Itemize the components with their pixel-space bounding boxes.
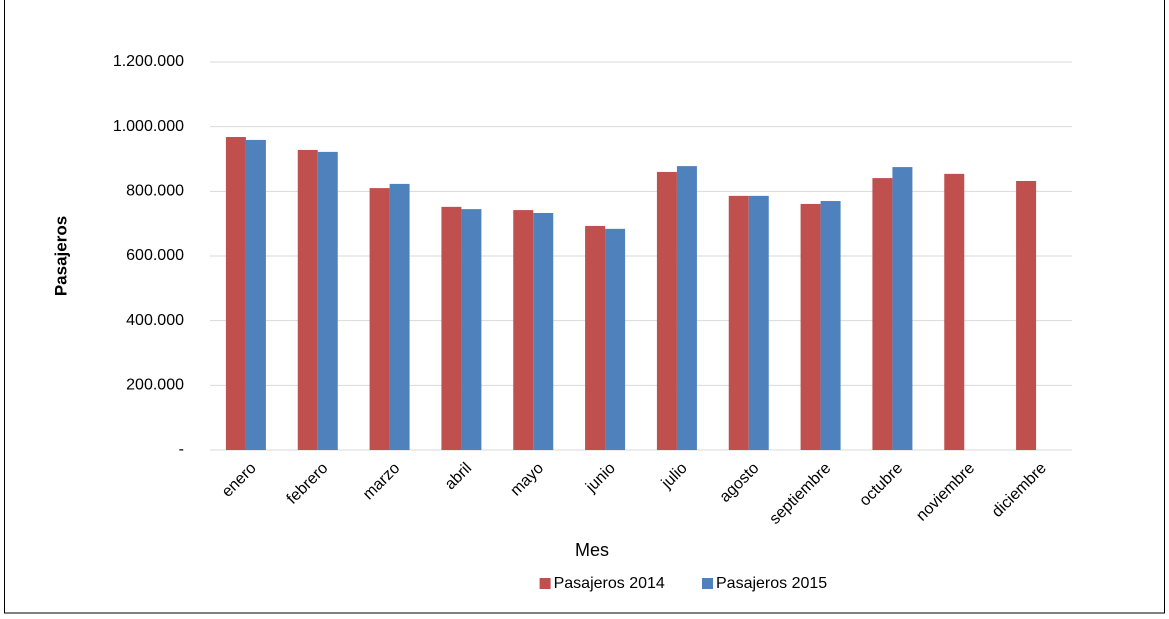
bar	[892, 167, 913, 451]
bar	[728, 195, 749, 450]
legend-swatch	[539, 578, 551, 589]
bar	[585, 225, 606, 450]
y-tick-label: 1.200.000	[113, 53, 184, 70]
bar	[225, 137, 246, 450]
y-tick-label: -	[179, 441, 184, 458]
bar	[533, 212, 554, 450]
chart-frame	[4, 0, 1165, 614]
bar	[944, 173, 965, 450]
y-tick-label: 400.000	[126, 312, 184, 329]
y-tick-label: 200.000	[126, 377, 184, 394]
bar	[605, 228, 626, 450]
y-tick-label: 800.000	[126, 183, 184, 200]
bar	[1016, 180, 1037, 450]
y-axis-label: Pasajeros	[51, 216, 70, 296]
bar	[656, 171, 677, 450]
bar	[461, 209, 482, 450]
bar	[820, 201, 841, 450]
bar	[369, 188, 390, 450]
bar	[872, 178, 893, 450]
bar	[513, 210, 534, 450]
bar	[748, 195, 769, 450]
bar	[441, 206, 462, 450]
y-tick-label: 1.000.000	[113, 118, 184, 135]
y-tick-label: 600.000	[126, 247, 184, 264]
bar	[245, 139, 266, 450]
x-axis-label: Mes	[575, 540, 609, 560]
bar	[389, 183, 410, 450]
bar	[297, 149, 318, 451]
legend-label: Pasajeros 2014	[554, 575, 665, 592]
bar	[800, 203, 821, 450]
bar	[317, 151, 338, 451]
bar	[676, 166, 697, 450]
legend-swatch	[702, 578, 713, 589]
legend-label: Pasajeros 2015	[716, 575, 827, 592]
